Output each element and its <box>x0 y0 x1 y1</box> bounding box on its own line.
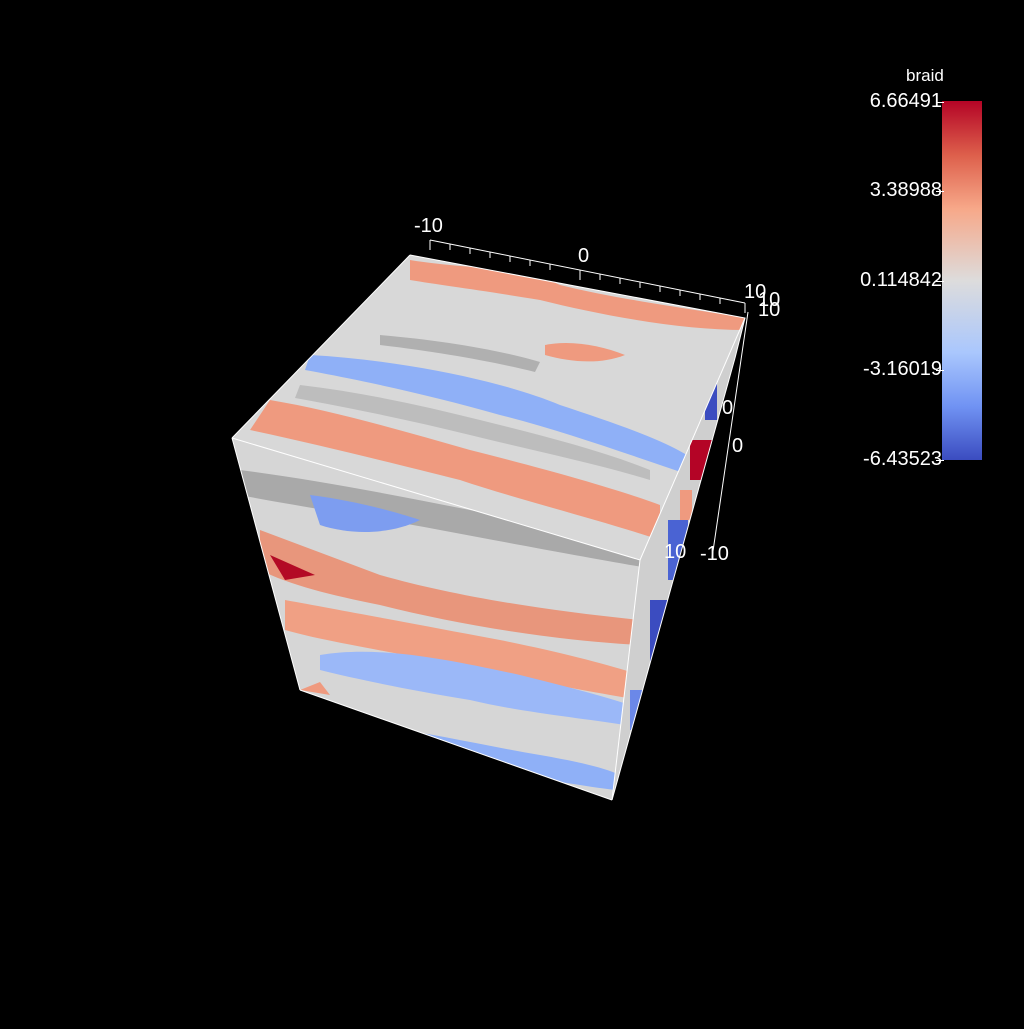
top-axis-max-label: 10 <box>744 281 766 303</box>
color-tick-lower: -3.16019 <box>836 358 944 381</box>
right-axis-a-bottom-label: -10 <box>700 543 729 565</box>
right-axis-a-top-label: 10 <box>758 289 780 311</box>
color-tick-max: 6.66491 <box>836 90 944 113</box>
color-tick-min: -6.43523 <box>836 448 944 471</box>
top-axis-min-label: -10 <box>414 215 443 237</box>
color-tick-mid: 0.114842 <box>836 269 944 292</box>
right-axis-b-top-label: 10 <box>758 299 780 321</box>
right-axis-b-mid-label: 0 <box>732 435 743 457</box>
color-tick-upper: 3.38988 <box>836 179 944 202</box>
color-legend-title: braid <box>906 66 944 85</box>
bounding-box <box>231 254 746 801</box>
color-legend: braid 6.66491 3.38988 0.114842 -3.16019 … <box>836 62 996 482</box>
right-axis-b-bottom-label: 10 <box>664 541 686 563</box>
top-axis-mid-label: 0 <box>578 245 589 267</box>
top-axis-ticks <box>429 239 749 559</box>
color-scale-bar <box>942 101 982 460</box>
right-axis-a-mid-label: 0 <box>722 397 733 419</box>
